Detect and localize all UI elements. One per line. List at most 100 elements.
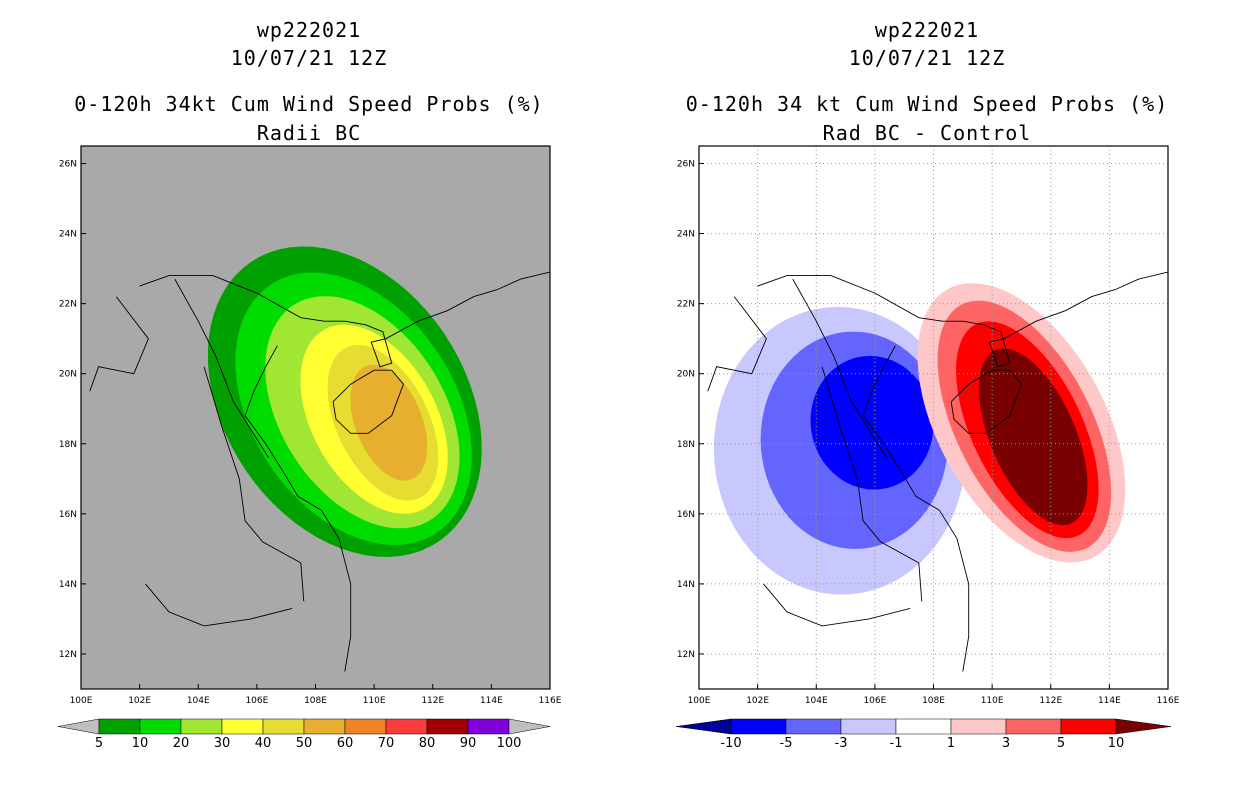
lat-tick-label: 22N bbox=[677, 300, 695, 310]
lat-tick-label: 24N bbox=[59, 230, 77, 240]
lat-tick-label: 16N bbox=[59, 510, 77, 520]
coastline-3 bbox=[89, 296, 149, 392]
colorbar-low-arrow bbox=[57, 718, 100, 735]
colorbar-low-arrow bbox=[675, 718, 732, 735]
lat-tick-label: 18N bbox=[677, 440, 695, 450]
colorbar-high-arrow bbox=[508, 718, 551, 735]
lat-tick-label: 14N bbox=[677, 580, 695, 590]
colorbar-segment bbox=[1005, 718, 1062, 735]
map-area: 100E 102E 104E 106E 108E 110E 112E 114E 116E 12N 1… bbox=[677, 145, 1180, 706]
colorbar-label: 10 bbox=[1108, 736, 1125, 751]
lat-tick-label: 20N bbox=[59, 370, 77, 380]
coastline-4 bbox=[174, 278, 269, 459]
lon-tick-label: 110E bbox=[363, 696, 386, 706]
colorbar-segment bbox=[385, 718, 428, 735]
colorbar-label: 90 bbox=[460, 736, 477, 751]
coastline-1 bbox=[862, 345, 970, 672]
colorbar-label: 40 bbox=[255, 736, 272, 751]
colorbar-label: 3 bbox=[1002, 736, 1010, 751]
lat-tick-label: 16N bbox=[677, 510, 695, 520]
lat-tick-label: 26N bbox=[677, 160, 695, 170]
left-probability-map: 100E 102E 104E 106E 108E 110E 112E 114E 116E 12N 1… bbox=[57, 145, 562, 751]
left-chart-subtitle: Radii BC bbox=[256, 121, 362, 145]
lat-tick-label: 12N bbox=[59, 650, 77, 660]
colorbar-label: 20 bbox=[173, 736, 190, 751]
lon-tick-label: 114E bbox=[1098, 696, 1121, 706]
colorbar-label: 60 bbox=[337, 736, 354, 751]
lon-tick-label: 116E bbox=[1157, 696, 1180, 706]
coastline-2 bbox=[332, 369, 404, 434]
right-chart-title: 0-120h 34 kt Cum Wind Speed Probs (%) bbox=[685, 92, 1169, 116]
lon-tick-label: 112E bbox=[421, 696, 444, 706]
right-difference-map: 100E 102E 104E 106E 108E 110E 112E 114E 116E 12N 1… bbox=[675, 145, 1180, 751]
colorbar-label: 70 bbox=[378, 736, 395, 751]
lon-tick-label: 116E bbox=[539, 696, 562, 706]
colorbar-segment bbox=[180, 718, 223, 735]
lon-tick-label: 108E bbox=[922, 696, 945, 706]
colorbar-segment bbox=[426, 718, 469, 735]
lat-tick-label: 26N bbox=[59, 160, 77, 170]
left-date-time: 10/07/21 12Z bbox=[230, 46, 388, 70]
colorbar-label: 5 bbox=[95, 736, 103, 751]
probability-contour-5 bbox=[350, 364, 428, 481]
colorbar-label: 5 bbox=[1057, 736, 1065, 751]
colorbar-segment bbox=[467, 718, 510, 735]
coastline-2 bbox=[950, 369, 1022, 434]
left-chart-title: 0-120h 34kt Cum Wind Speed Probs (%) bbox=[74, 92, 544, 116]
lon-tick-label: 108E bbox=[304, 696, 327, 706]
coastline-0 bbox=[757, 271, 1169, 368]
colorbar-segment bbox=[139, 718, 182, 735]
lon-tick-label: 100E bbox=[688, 696, 711, 706]
right-panel-difference: wp222021 10/07/21 12Z 0-120h 34 kt Cum W… bbox=[618, 0, 1236, 800]
right-date-time: 10/07/21 12Z bbox=[848, 46, 1006, 70]
colorbar-label: -5 bbox=[780, 736, 793, 751]
colorbar-segment bbox=[950, 718, 1007, 735]
coastline-5 bbox=[203, 366, 305, 602]
colorbar-label: 100 bbox=[497, 736, 522, 751]
lat-tick-label: 20N bbox=[677, 370, 695, 380]
colorbar-label: 80 bbox=[419, 736, 436, 751]
colorbar-label: 30 bbox=[214, 736, 231, 751]
coastline-0 bbox=[139, 271, 551, 368]
colorbar: 5 10 20 30 40 50 60 70 80 90 100 bbox=[57, 718, 551, 751]
lon-tick-label: 106E bbox=[245, 696, 268, 706]
probability-contour-2 bbox=[810, 356, 934, 490]
colorbar-segment bbox=[840, 718, 897, 735]
colorbar-high-arrow bbox=[1115, 718, 1172, 735]
colorbar-segment bbox=[344, 718, 387, 735]
coastline-5 bbox=[821, 366, 923, 602]
lat-tick-label: 18N bbox=[59, 440, 77, 450]
coastline-3 bbox=[707, 296, 767, 392]
colorbar: -10 -5 -3 -1 1 3 5 10 bbox=[675, 718, 1172, 751]
colorbar-segment bbox=[262, 718, 305, 735]
lon-tick-label: 104E bbox=[187, 696, 210, 706]
colorbar-label: 50 bbox=[296, 736, 313, 751]
lon-tick-label: 110E bbox=[981, 696, 1004, 706]
map-area: 100E 102E 104E 106E 108E 110E 112E 114E 116E 12N 1… bbox=[59, 145, 562, 706]
colorbar-label: -10 bbox=[720, 736, 741, 751]
lat-tick-label: 22N bbox=[59, 300, 77, 310]
lon-tick-label: 112E bbox=[1039, 696, 1062, 706]
colorbar-label: 10 bbox=[132, 736, 149, 751]
coastline-6 bbox=[145, 583, 293, 627]
lon-tick-label: 106E bbox=[863, 696, 886, 706]
colorbar-label: -3 bbox=[835, 736, 848, 751]
lon-tick-label: 102E bbox=[746, 696, 769, 706]
coastline-4 bbox=[792, 278, 887, 459]
lat-tick-label: 24N bbox=[677, 230, 695, 240]
lon-tick-label: 104E bbox=[805, 696, 828, 706]
lon-tick-label: 100E bbox=[70, 696, 93, 706]
left-storm-id: wp222021 bbox=[256, 18, 362, 42]
colorbar-label: 1 bbox=[947, 736, 955, 751]
colorbar-segment bbox=[221, 718, 264, 735]
lat-tick-label: 14N bbox=[59, 580, 77, 590]
coastline-6 bbox=[763, 583, 911, 627]
colorbar-label: -1 bbox=[890, 736, 903, 751]
colorbar-segment bbox=[730, 718, 787, 735]
coastline-1 bbox=[244, 345, 352, 672]
colorbar-segment bbox=[895, 718, 952, 735]
right-chart-subtitle: Rad BC - Control bbox=[822, 121, 1032, 145]
lat-tick-label: 12N bbox=[677, 650, 695, 660]
colorbar-segment bbox=[785, 718, 842, 735]
lon-tick-label: 114E bbox=[480, 696, 503, 706]
